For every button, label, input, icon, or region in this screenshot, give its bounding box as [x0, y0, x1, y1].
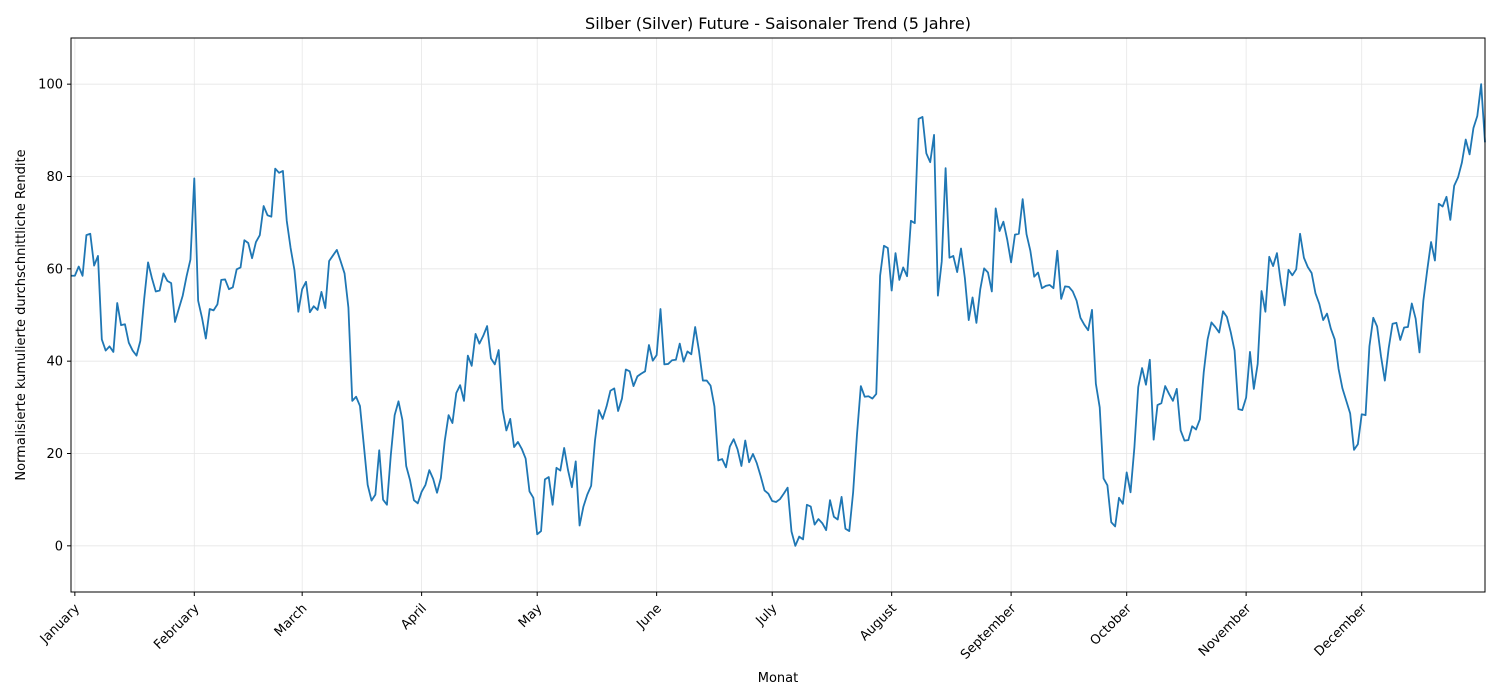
- series-line: [71, 83, 1486, 547]
- y-tick-label: 100: [38, 78, 63, 93]
- y-tick-label: 0: [55, 539, 63, 554]
- x-tick-label: October: [1088, 601, 1136, 649]
- x-tick-label: January: [37, 601, 83, 647]
- x-axis-label: Monat: [758, 671, 798, 686]
- y-axis-label: Normalisierte kumulierte durchschnittlic…: [14, 149, 29, 480]
- x-tick-label: August: [857, 601, 900, 644]
- x-tick-label: December: [1312, 601, 1371, 660]
- x-tick-label: March: [272, 601, 311, 640]
- y-tick-label: 20: [46, 447, 63, 462]
- x-tick-label: July: [753, 601, 781, 629]
- x-tick-label: September: [958, 601, 1020, 663]
- x-axis: January February March April May June July Augu…: [37, 592, 1370, 663]
- x-tick-label: November: [1196, 601, 1255, 660]
- x-tick-label: June: [634, 601, 665, 632]
- y-tick-label: 40: [46, 355, 63, 370]
- y-tick-label: 80: [46, 170, 63, 185]
- series-layer: [71, 83, 1486, 547]
- y-tick-label: 60: [46, 262, 63, 277]
- x-tick-label: May: [516, 601, 546, 631]
- x-tick-label: February: [151, 601, 203, 653]
- chart-title: Silber (Silver) Future - Saisonaler Tren…: [585, 14, 971, 33]
- y-axis: 0 20 40 60 80 100: [38, 78, 71, 554]
- x-tick-label: April: [398, 601, 430, 633]
- plot-frame: [70, 37, 1486, 593]
- grid: [71, 38, 1485, 592]
